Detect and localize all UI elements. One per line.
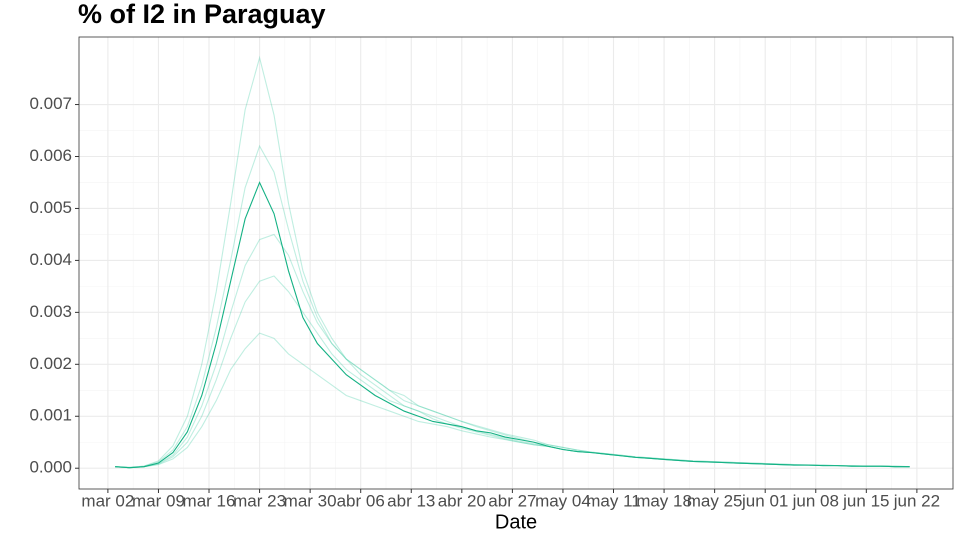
x-tick-label: may 11 [586, 491, 641, 510]
x-tick-label: mar 23 [233, 491, 286, 510]
y-tick-label: 0.000 [29, 458, 72, 477]
x-tick-label: mar 30 [284, 491, 337, 510]
x-tick-label: mar 16 [183, 491, 236, 510]
x-tick-label: abr 13 [387, 491, 435, 510]
x-tick-label: abr 20 [438, 491, 486, 510]
x-tick-label: abr 27 [488, 491, 536, 510]
x-tick-label: abr 06 [337, 491, 385, 510]
x-tick-label: jun 15 [842, 491, 889, 510]
x-tick-label: jun 01 [741, 491, 788, 510]
x-tick-label: mar 09 [132, 491, 185, 510]
y-tick-label: 0.004 [29, 250, 72, 269]
x-tick-label: jun 08 [792, 491, 839, 510]
y-tick-label: 0.007 [29, 94, 72, 113]
x-axis-label: Date [495, 511, 537, 533]
y-tick-label: 0.003 [29, 302, 72, 321]
y-tick-label: 0.002 [29, 354, 72, 373]
y-tick-label: 0.006 [29, 146, 72, 165]
y-tick-label: 0.005 [29, 198, 72, 217]
chart-title: % of I2 in Paraguay [78, 0, 326, 29]
x-tick-label: may 25 [687, 491, 743, 510]
plot-border [78, 36, 954, 490]
series-line [115, 181, 910, 469]
x-tick-label: jun 22 [893, 491, 940, 510]
y-tick-label: 0.001 [29, 406, 72, 425]
x-tick-label: may 04 [535, 491, 591, 510]
x-tick-label: may 18 [636, 491, 692, 510]
x-tick-label: mar 02 [81, 491, 134, 510]
